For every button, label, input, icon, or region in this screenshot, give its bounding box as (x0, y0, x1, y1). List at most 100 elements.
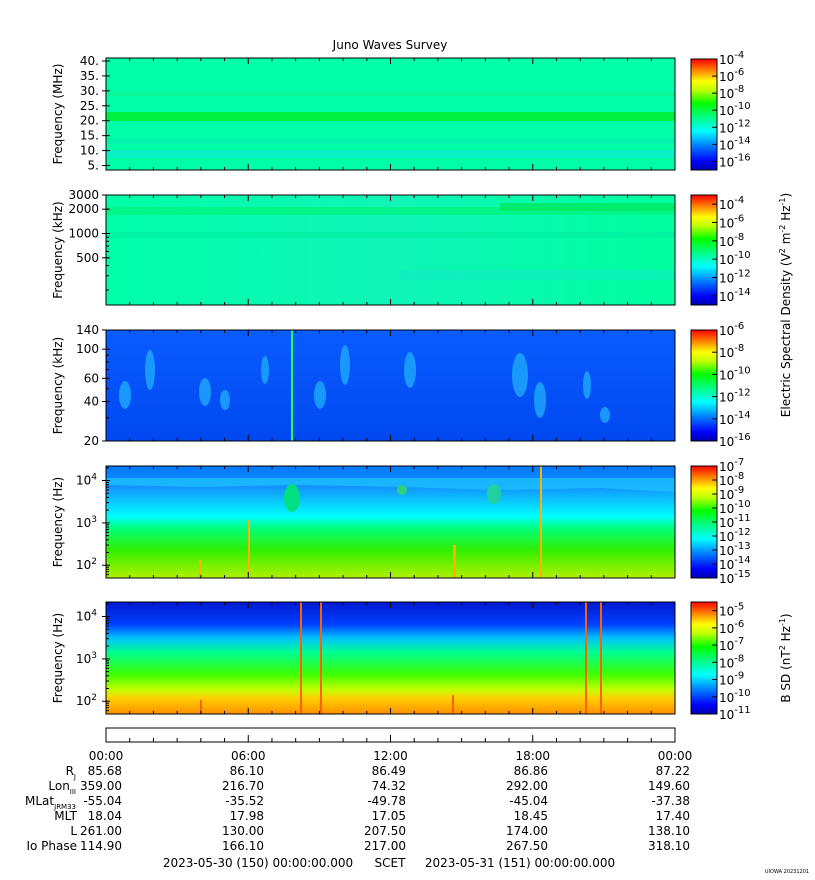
ephemeris-value: -45.04 (509, 794, 548, 808)
panel-5-axes: 104 103 102 Frequency (Hz) (51, 601, 676, 715)
colorbar-tick-label: 10-15 (719, 569, 751, 586)
ephemeris-value: 74.32 (372, 779, 406, 793)
colorbars: 10-410-610-810-1010-1210-1410-1610-410-6… (690, 50, 751, 722)
y-tick-label: 60 (84, 371, 99, 385)
ephemeris-value: 207.50 (364, 824, 406, 838)
colorbar-tick-label: 10-10 (719, 250, 751, 267)
panel-4-spectrogram (106, 466, 675, 578)
colorbar-tick-label: 10-14 (719, 135, 751, 152)
ephemeris-value: 359.00 (80, 779, 122, 793)
time-tick-label: 00:00 (89, 749, 124, 763)
colorbar-tick-label: 10-4 (719, 195, 744, 212)
y-tick-label: 102 (76, 557, 97, 572)
footer-start: 2023-05-30 (150) 00:00:00.000 (163, 856, 353, 870)
ephemeris-value: 86.10 (230, 764, 264, 778)
panel-3-axes: 140 100 60 40 20 Frequency (kHz) (51, 323, 676, 448)
panel-3-spectrogram (106, 330, 675, 441)
y-tick-label: 500 (76, 251, 99, 265)
panel-5-spectrogram (106, 602, 675, 714)
colorbar-tick-label: 10-12 (719, 269, 751, 286)
y-tick-label: 30. (80, 84, 99, 98)
panel-4-axes: 104 103 102 Frequency (Hz) (51, 465, 676, 579)
ephemeris-row: MLT 18.04 17.98 17.05 18.45 17.40 (54, 809, 690, 823)
footer-scet: SCET (375, 856, 407, 870)
time-tick-label: 12:00 (373, 749, 408, 763)
colorbar-tick-label: 10-7 (719, 457, 744, 474)
y-tick-label: 1000 (68, 227, 99, 241)
y-axis-label: Frequency (kHz) (51, 337, 65, 434)
y-tick-label: 103 (76, 651, 97, 666)
colorbar-tick-label: 10-12 (719, 388, 751, 405)
colorbar-tick-label: 10-14 (719, 410, 751, 427)
colorbar-tick-label: 10-13 (719, 541, 751, 558)
colorbar-label-electric: Electric Spectral Density (V2 m-2 Hz-1) (778, 193, 793, 417)
y-axis-label: Frequency (Hz) (51, 613, 65, 704)
colorbar-tick-label: 10-14 (719, 555, 751, 572)
footer-end: 2023-05-31 (151) 00:00:00.000 (425, 856, 615, 870)
y-tick-label: 20. (80, 114, 99, 128)
y-tick-label: 20 (84, 434, 99, 448)
y-tick-label: 103 (76, 515, 97, 530)
colorbar-gradient (690, 194, 718, 306)
ephemeris-row: MLatJRM33 -55.04 -35.52 -49.78 -45.04 -37.38 (25, 794, 690, 811)
ephemeris-value: 86.86 (514, 764, 548, 778)
colorbar-tick-label: 10-10 (719, 365, 751, 382)
y-tick-label: 25. (80, 99, 99, 113)
colorbar-gradient (690, 601, 718, 715)
colorbar-tick-label: 10-8 (719, 343, 744, 360)
ephemeris-value: 114.90 (80, 839, 122, 853)
colorbar-tick-label: 10-6 (719, 321, 744, 338)
colorbar-tick-label: 10-5 (719, 602, 744, 619)
ephemeris-value: 149.60 (648, 779, 690, 793)
colorbar-gradient (690, 329, 718, 442)
ephemeris-value: 17.98 (230, 809, 264, 823)
panel-1-axes: 40.35.30.25.20.15.10.5. Frequency (MHz) (51, 54, 676, 173)
colorbar-3: 10-6 10-8 10-10 10-12 10-14 10-16 (690, 321, 751, 449)
ephemeris-value: 17.40 (656, 809, 690, 823)
panel-1-spectrogram (106, 58, 675, 170)
time-axis: 00:00 06:00 12:00 18:00 00:00 (89, 727, 692, 763)
y-tick-label: 35. (80, 69, 99, 83)
colorbar-4: 10-710-810-910-1010-1110-1210-1310-1410-… (690, 457, 751, 586)
ephemeris-value: 292.00 (506, 779, 548, 793)
y-tick-label: 100 (76, 342, 99, 356)
y-tick-label: 104 (76, 473, 97, 488)
colorbar-tick-label: 10-9 (719, 485, 744, 502)
ephemeris-value: 261.00 (80, 824, 122, 838)
colorbar-tick-label: 10-11 (719, 705, 751, 722)
colorbar-tick-label: 10-10 (719, 688, 751, 705)
colorbar-tick-label: 10-8 (719, 232, 744, 249)
ephemeris-value: 18.45 (514, 809, 548, 823)
colorbar-tick-label: 10-6 (719, 214, 744, 231)
ephemeris-row: RJ 85.68 86.10 86.49 86.86 87.22 (66, 764, 690, 781)
ephemeris-value: -55.04 (83, 794, 122, 808)
panel-2-spectrogram (106, 195, 675, 305)
y-tick-label: 3000 (68, 188, 99, 202)
ephemeris-value: 318.10 (648, 839, 690, 853)
ephemeris-value: 138.10 (648, 824, 690, 838)
ephemeris-value: 217.00 (364, 839, 406, 853)
ephemeris-value: 267.50 (506, 839, 548, 853)
y-tick-label: 40 (84, 394, 99, 408)
y-tick-label: 2000 (68, 202, 99, 216)
ephemeris-value: 85.68 (88, 764, 122, 778)
ephemeris-label: LonIII (48, 779, 76, 796)
colorbar-tick-label: 10-4 (719, 50, 744, 67)
y-axis-label: Frequency (MHz) (51, 64, 65, 165)
colorbar-gradient (690, 58, 718, 171)
chart-title: Juno Waves Survey (332, 38, 448, 52)
ephemeris-row: L 261.00 130.00 207.50 174.00 138.10 (70, 824, 690, 838)
y-tick-label: 102 (76, 693, 97, 708)
colorbar-tick-label: 10-8 (719, 84, 744, 101)
y-axis-label: Frequency (kHz) (51, 201, 65, 298)
ephemeris-value: -37.38 (651, 794, 690, 808)
ephemeris-value: 166.10 (222, 839, 264, 853)
colorbar-tick-label: 10-16 (719, 152, 751, 169)
ephemeris-value: -49.78 (367, 794, 406, 808)
ephemeris-value: 18.04 (88, 809, 122, 823)
colorbar-tick-label: 10-16 (719, 432, 751, 449)
